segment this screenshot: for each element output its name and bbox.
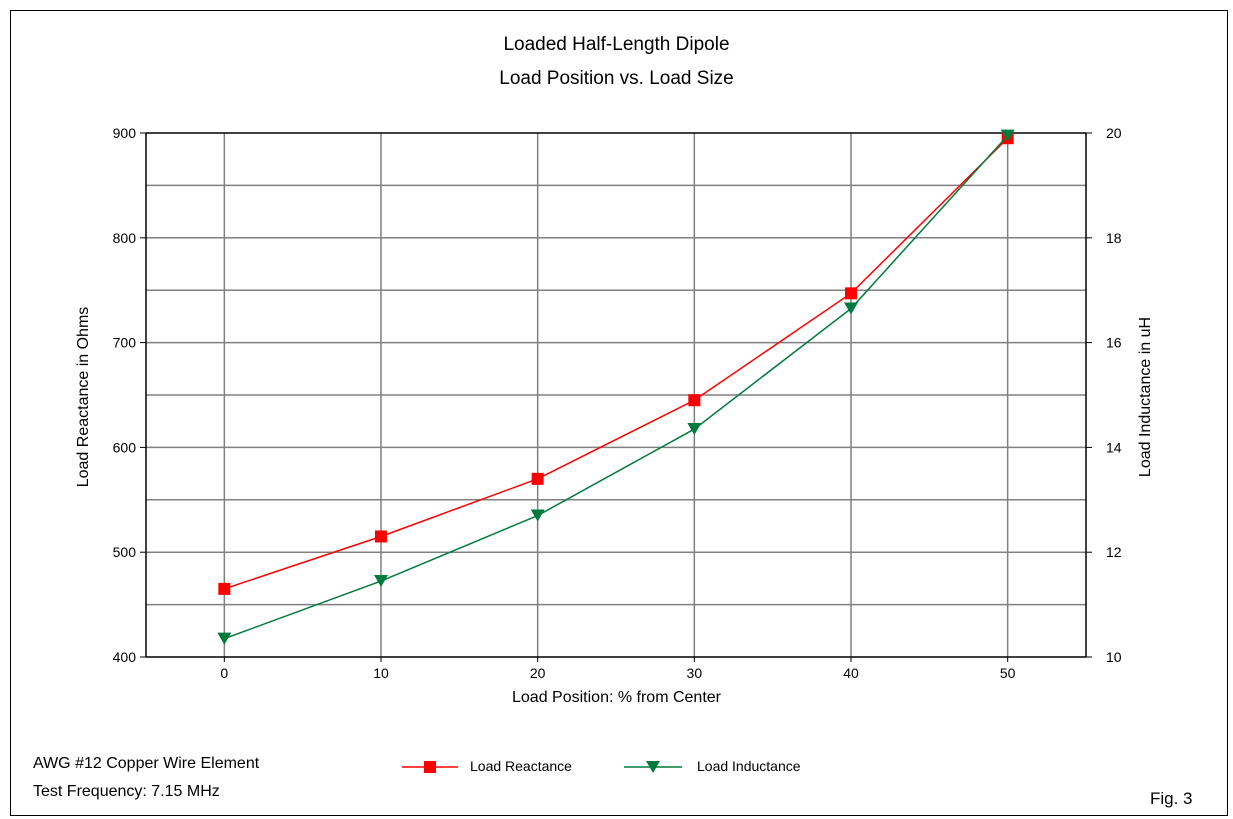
y-left-tick-label-1: 500 [113,544,137,560]
series-line-1 [224,135,1009,640]
note-frequency: Test Frequency: 7.15 MHz [33,783,220,800]
series-0-point-4 [845,287,857,300]
chart-subtitle: Load Position vs. Load Size [499,68,734,89]
series-1-point-2 [530,509,545,522]
y-right-tick-label-1: 12 [1106,544,1122,560]
y-right-tick-label-5: 20 [1106,125,1122,141]
legend-marker-reactance [424,761,436,773]
y-right-axis-label: Load Inductance in uH [1137,317,1154,477]
x-tick-label-4: 40 [843,665,859,681]
legend-label-reactance: Load Reactance [470,758,572,774]
x-tick-label-3: 30 [687,665,703,681]
series-1-point-4 [844,302,858,315]
y-right-tick-label-0: 10 [1106,649,1122,665]
series-0-point-3 [688,394,701,407]
legend-marker-inductance [646,761,660,773]
series-1-point-3 [687,423,702,436]
series-0-point-0 [218,582,231,595]
y-left-tick-label-2: 600 [113,439,137,455]
y-left-tick-label-3: 700 [113,335,137,351]
series-line-0 [224,137,1009,590]
figure-label: Fig. 3 [1150,789,1193,808]
series-0-point-2 [531,472,544,485]
y-right-tick-label-4: 18 [1106,230,1122,246]
y-right-tick-label-2: 14 [1106,439,1122,455]
series-1-point-1 [374,575,388,588]
x-axis-label: Load Position: % from Center [512,689,721,706]
chart-title: Loaded Half-Length Dipole [503,34,730,55]
series-1-point-5 [1000,129,1015,142]
y-left-tick-label-4: 800 [113,230,137,246]
y-left-axis-label: Load Reactance in Ohms [75,307,92,488]
x-tick-label-1: 10 [373,665,389,681]
x-tick-label-2: 20 [530,665,546,681]
x-tick-label-0: 0 [220,665,228,681]
x-tick-label-5: 50 [1000,665,1016,681]
y-right-tick-label-3: 16 [1106,335,1122,351]
chart-frame [10,10,1228,816]
series-0-point-1 [375,530,387,543]
series-1-point-0 [217,632,232,645]
y-left-tick-label-0: 400 [113,649,137,665]
y-left-tick-label-5: 900 [113,125,137,141]
note-wire: AWG #12 Copper Wire Element [33,755,260,772]
legend-label-inductance: Load Inductance [697,758,801,774]
